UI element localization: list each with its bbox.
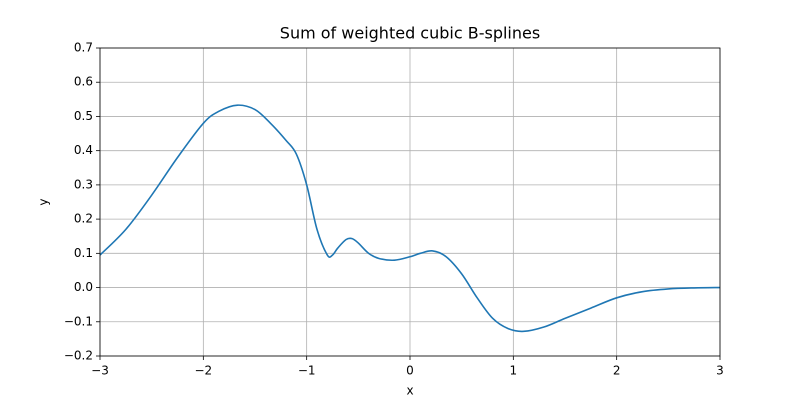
y-tick-label: 0.0: [74, 280, 93, 294]
y-tick-label: 0.3: [74, 177, 93, 191]
x-tick-label: −1: [298, 364, 316, 378]
plot-frame: [99, 47, 721, 357]
y-tick-label: 0.2: [74, 212, 93, 226]
y-tick-label: 0.1: [74, 246, 93, 260]
y-tick-label: 0.6: [74, 75, 93, 89]
y-tick-label: 0.7: [74, 41, 93, 55]
y-tick-label: −0.1: [64, 314, 93, 328]
x-axis-label: x: [406, 384, 413, 398]
y-tick-label: 0.4: [74, 143, 93, 157]
x-tick-label: 1: [510, 364, 518, 378]
x-tick-label: −3: [91, 364, 109, 378]
x-tick-label: 0: [406, 364, 414, 378]
x-tick-label: −2: [194, 364, 212, 378]
y-axis-label: y: [37, 198, 51, 205]
chart-title: Sum of weighted cubic B-splines: [280, 24, 540, 43]
y-tick-label: 0.5: [74, 109, 93, 123]
y-tick-label: −0.2: [64, 349, 93, 363]
x-tick-label: 3: [716, 364, 724, 378]
x-tick-label: 2: [613, 364, 621, 378]
line: [99, 104, 721, 333]
